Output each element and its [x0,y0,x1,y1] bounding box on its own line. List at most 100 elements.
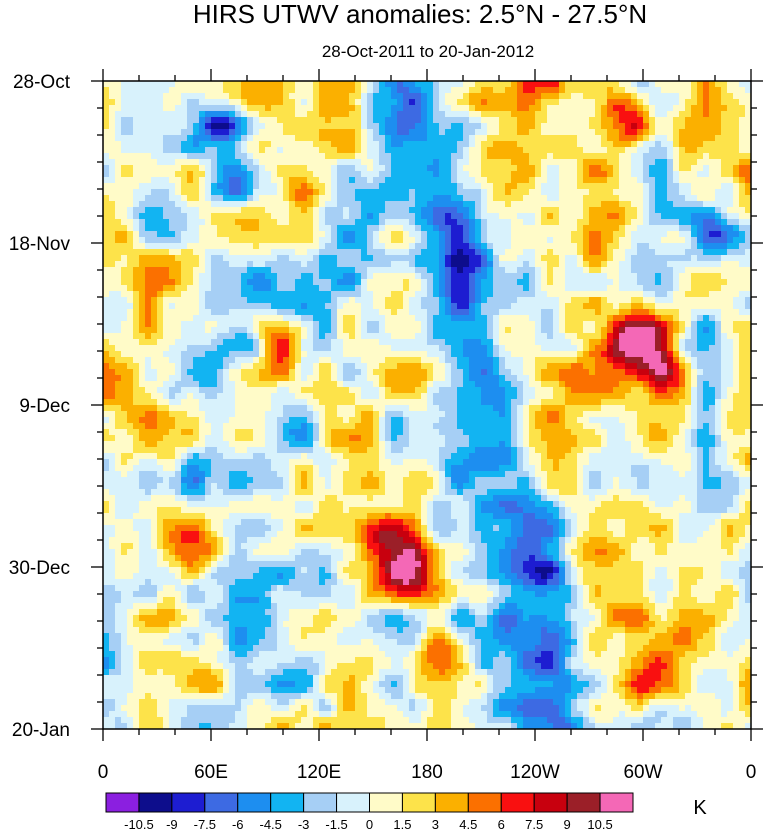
heatmap-cell [499,285,506,292]
heatmap-cell [703,249,710,256]
heatmap-cell [571,123,578,130]
heatmap-cell [121,117,128,124]
heatmap-cell [733,177,740,184]
heatmap-cell [301,351,308,358]
heatmap-cell [715,153,722,160]
heatmap-cell [529,105,536,112]
heatmap-cell [169,111,176,118]
heatmap-cell [409,267,416,274]
heatmap-cell [385,117,392,124]
heatmap-cell [355,159,362,166]
heatmap-cell [103,135,110,142]
heatmap-cell [421,261,428,268]
heatmap-cell [667,195,674,202]
heatmap-cell [241,147,248,154]
heatmap-cell [199,153,206,160]
heatmap-cell [481,219,488,226]
heatmap-cell [517,105,524,112]
heatmap-cell [175,237,182,244]
heatmap-cell [727,267,734,274]
heatmap-cell [445,321,452,328]
heatmap-cell [169,291,176,298]
heatmap-cell [607,123,614,130]
heatmap-cell [583,105,590,112]
heatmap-cell [565,111,572,118]
heatmap-cell [109,117,116,124]
heatmap-cell [535,165,542,172]
heatmap-cell [325,261,332,268]
heatmap-cell [115,141,122,148]
heatmap-cell [397,165,404,172]
heatmap-cell [523,267,530,274]
heatmap-cell [205,345,212,352]
heatmap-cell [151,351,158,358]
heatmap-cell [577,327,584,334]
heatmap-cell [391,213,398,220]
heatmap-cell [253,303,260,310]
heatmap-cell [169,177,176,184]
heatmap-cell [253,147,260,154]
heatmap-cell [175,189,182,196]
heatmap-cell [121,261,128,268]
heatmap-cell [463,261,470,268]
heatmap-cell [685,99,692,106]
heatmap-cell [691,315,698,322]
heatmap-cell [409,237,416,244]
heatmap-cell [229,285,236,292]
heatmap-cell [349,345,356,352]
heatmap-cell [499,129,506,136]
heatmap-cell [661,255,668,262]
heatmap-cell [451,147,458,154]
heatmap-cell [397,213,404,220]
heatmap-cell [103,129,110,136]
heatmap-cell [109,327,116,334]
heatmap-cell [295,147,302,154]
heatmap-cell [481,183,488,190]
heatmap-cell [625,303,632,310]
heatmap-cell [361,99,368,106]
heatmap-cell [565,207,572,214]
heatmap-cell [715,81,722,88]
heatmap-cell [733,129,740,136]
heatmap-cell [235,225,242,232]
heatmap-cell [223,219,230,226]
heatmap-cell [577,201,584,208]
heatmap-cell [727,147,734,154]
heatmap-cell [301,87,308,94]
heatmap-cell [625,111,632,118]
heatmap-cell [535,177,542,184]
heatmap-cell [745,327,751,334]
heatmap-cell [571,105,578,112]
heatmap-cell [493,333,500,340]
heatmap-cell [337,111,344,118]
heatmap-cell [607,117,614,124]
heatmap-cell [613,291,620,298]
heatmap-cell [619,261,626,268]
heatmap-cell [241,93,248,100]
heatmap-cell [187,333,194,340]
heatmap-cell [595,123,602,130]
heatmap-cell [595,339,602,346]
heatmap-cell [349,159,356,166]
heatmap-cell [565,279,572,286]
heatmap-cell [277,207,284,214]
heatmap-cell [217,207,224,214]
heatmap-cell [163,315,170,322]
heatmap-cell [703,105,710,112]
heatmap-cell [409,327,416,334]
heatmap-cell [463,117,470,124]
heatmap-cell [673,315,680,322]
heatmap-cell [349,231,356,238]
heatmap-cell [445,309,452,316]
heatmap-cell [637,99,644,106]
heatmap-cell [739,333,746,340]
heatmap-cell [145,201,152,208]
heatmap-cell [277,99,284,106]
heatmap-cell [511,279,518,286]
heatmap-cell [139,231,146,238]
heatmap-cell [487,237,494,244]
heatmap-cell [595,81,602,88]
heatmap-cell [295,291,302,298]
heatmap-cell [127,243,134,250]
heatmap-cell [463,135,470,142]
